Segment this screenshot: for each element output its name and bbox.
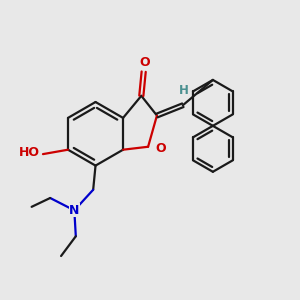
Text: H: H (179, 84, 189, 97)
Text: O: O (155, 142, 166, 155)
Text: HO: HO (18, 146, 39, 159)
Text: N: N (69, 204, 80, 217)
Text: O: O (139, 56, 150, 69)
